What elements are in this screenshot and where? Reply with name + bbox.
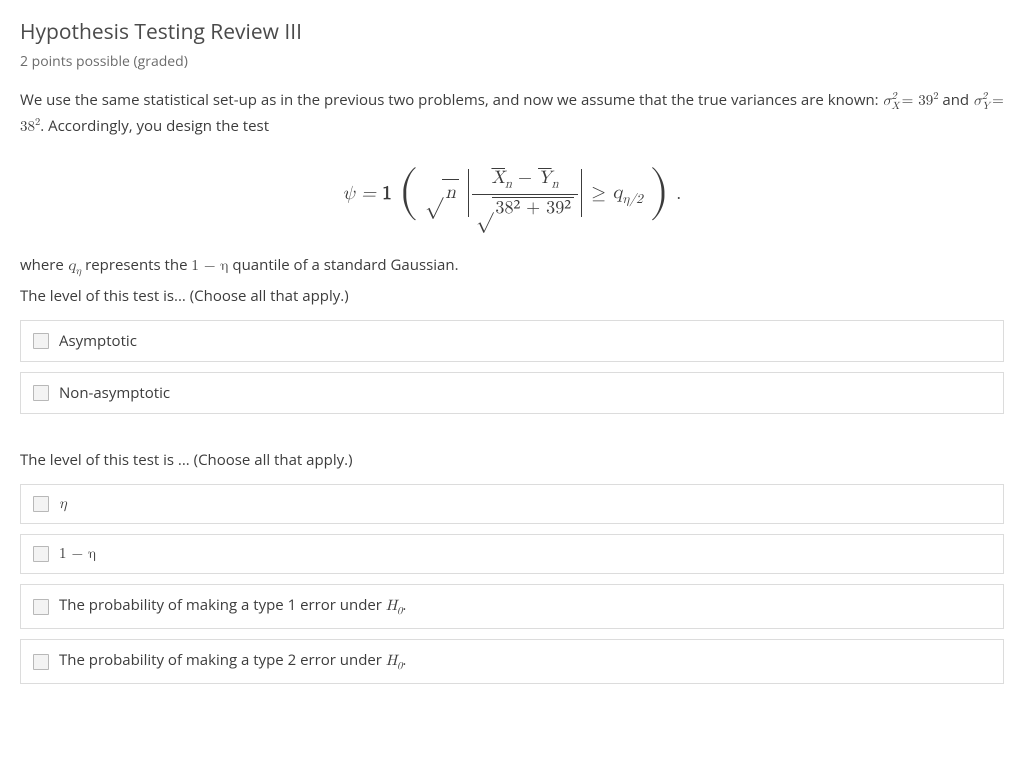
q2-option-label: η (59, 495, 67, 513)
formula-dot: . (676, 183, 681, 202)
one-minus-eta: 1 − η (191, 258, 228, 273)
q2-option-label: The probability of making a type 1 error… (59, 595, 406, 618)
checkbox-icon[interactable] (33, 654, 49, 670)
q2-option-label: The probability of making a type 2 error… (59, 650, 406, 673)
page-title: Hypothesis Testing Review III (20, 18, 1004, 46)
q2-option-eta[interactable]: η (20, 484, 1004, 524)
points-possible: 2 points possible (graded) (20, 52, 1004, 71)
q1-option-non-asymptotic[interactable]: Non-asymptotic (20, 372, 1004, 414)
sigma-y: σY2 (973, 93, 987, 108)
intro-text: We use the same statistical set-up as in… (20, 89, 1004, 139)
lparen: ( (398, 165, 419, 218)
checkbox-icon[interactable] (33, 496, 49, 512)
q2-option-one-minus-eta[interactable]: 1 − η (20, 534, 1004, 574)
intro-part1: We use the same statistical set-up as in… (20, 90, 882, 110)
rparen: ) (649, 165, 670, 218)
abs-block: Xn − Yn √38² + 39² (465, 169, 585, 220)
q-eta2: qη/2 (612, 183, 642, 202)
geq: ≥ (591, 183, 612, 202)
q-eta: qη (68, 258, 82, 273)
checkbox-icon[interactable] (33, 546, 49, 562)
q2-option-type1[interactable]: The probability of making a type 1 error… (20, 584, 1004, 629)
checkbox-icon[interactable] (33, 599, 49, 615)
q1-option-label: Asymptotic (59, 331, 137, 351)
fraction: Xn − Yn √38² + 39² (472, 169, 578, 220)
q1-prompt: The level of this test is... (Choose all… (20, 286, 1004, 306)
q1-option-asymptotic[interactable]: Asymptotic (20, 320, 1004, 362)
checkbox-icon[interactable] (33, 333, 49, 349)
where-b: represents the (81, 255, 191, 275)
q2-prompt: The level of this test is ... (Choose al… (20, 450, 1004, 470)
psi-eq: ψ = (343, 183, 383, 202)
intro-part2: . Accordingly, you design the test (40, 116, 269, 136)
eq-39: = 392 (897, 93, 939, 108)
sqrt-n: √n (425, 179, 459, 205)
checkbox-icon[interactable] (33, 385, 49, 401)
intro-and: and (939, 90, 974, 110)
where-line: where qη represents the 1 − η quantile o… (20, 254, 1004, 280)
q2-option-type2[interactable]: The probability of making a type 2 error… (20, 639, 1004, 684)
test-formula: ψ = 1 ( √n Xn − Yn √38² + 39² ≥ qη/2 ) . (20, 169, 1004, 220)
q1-option-label: Non-asymptotic (59, 383, 170, 403)
where-a: where (20, 255, 68, 275)
indicator-one: 1 (382, 183, 392, 202)
q2-option-label: 1 − η (59, 545, 96, 563)
where-c: quantile of a standard Gaussian. (229, 255, 459, 275)
sigma-x: σX2 (882, 93, 896, 108)
